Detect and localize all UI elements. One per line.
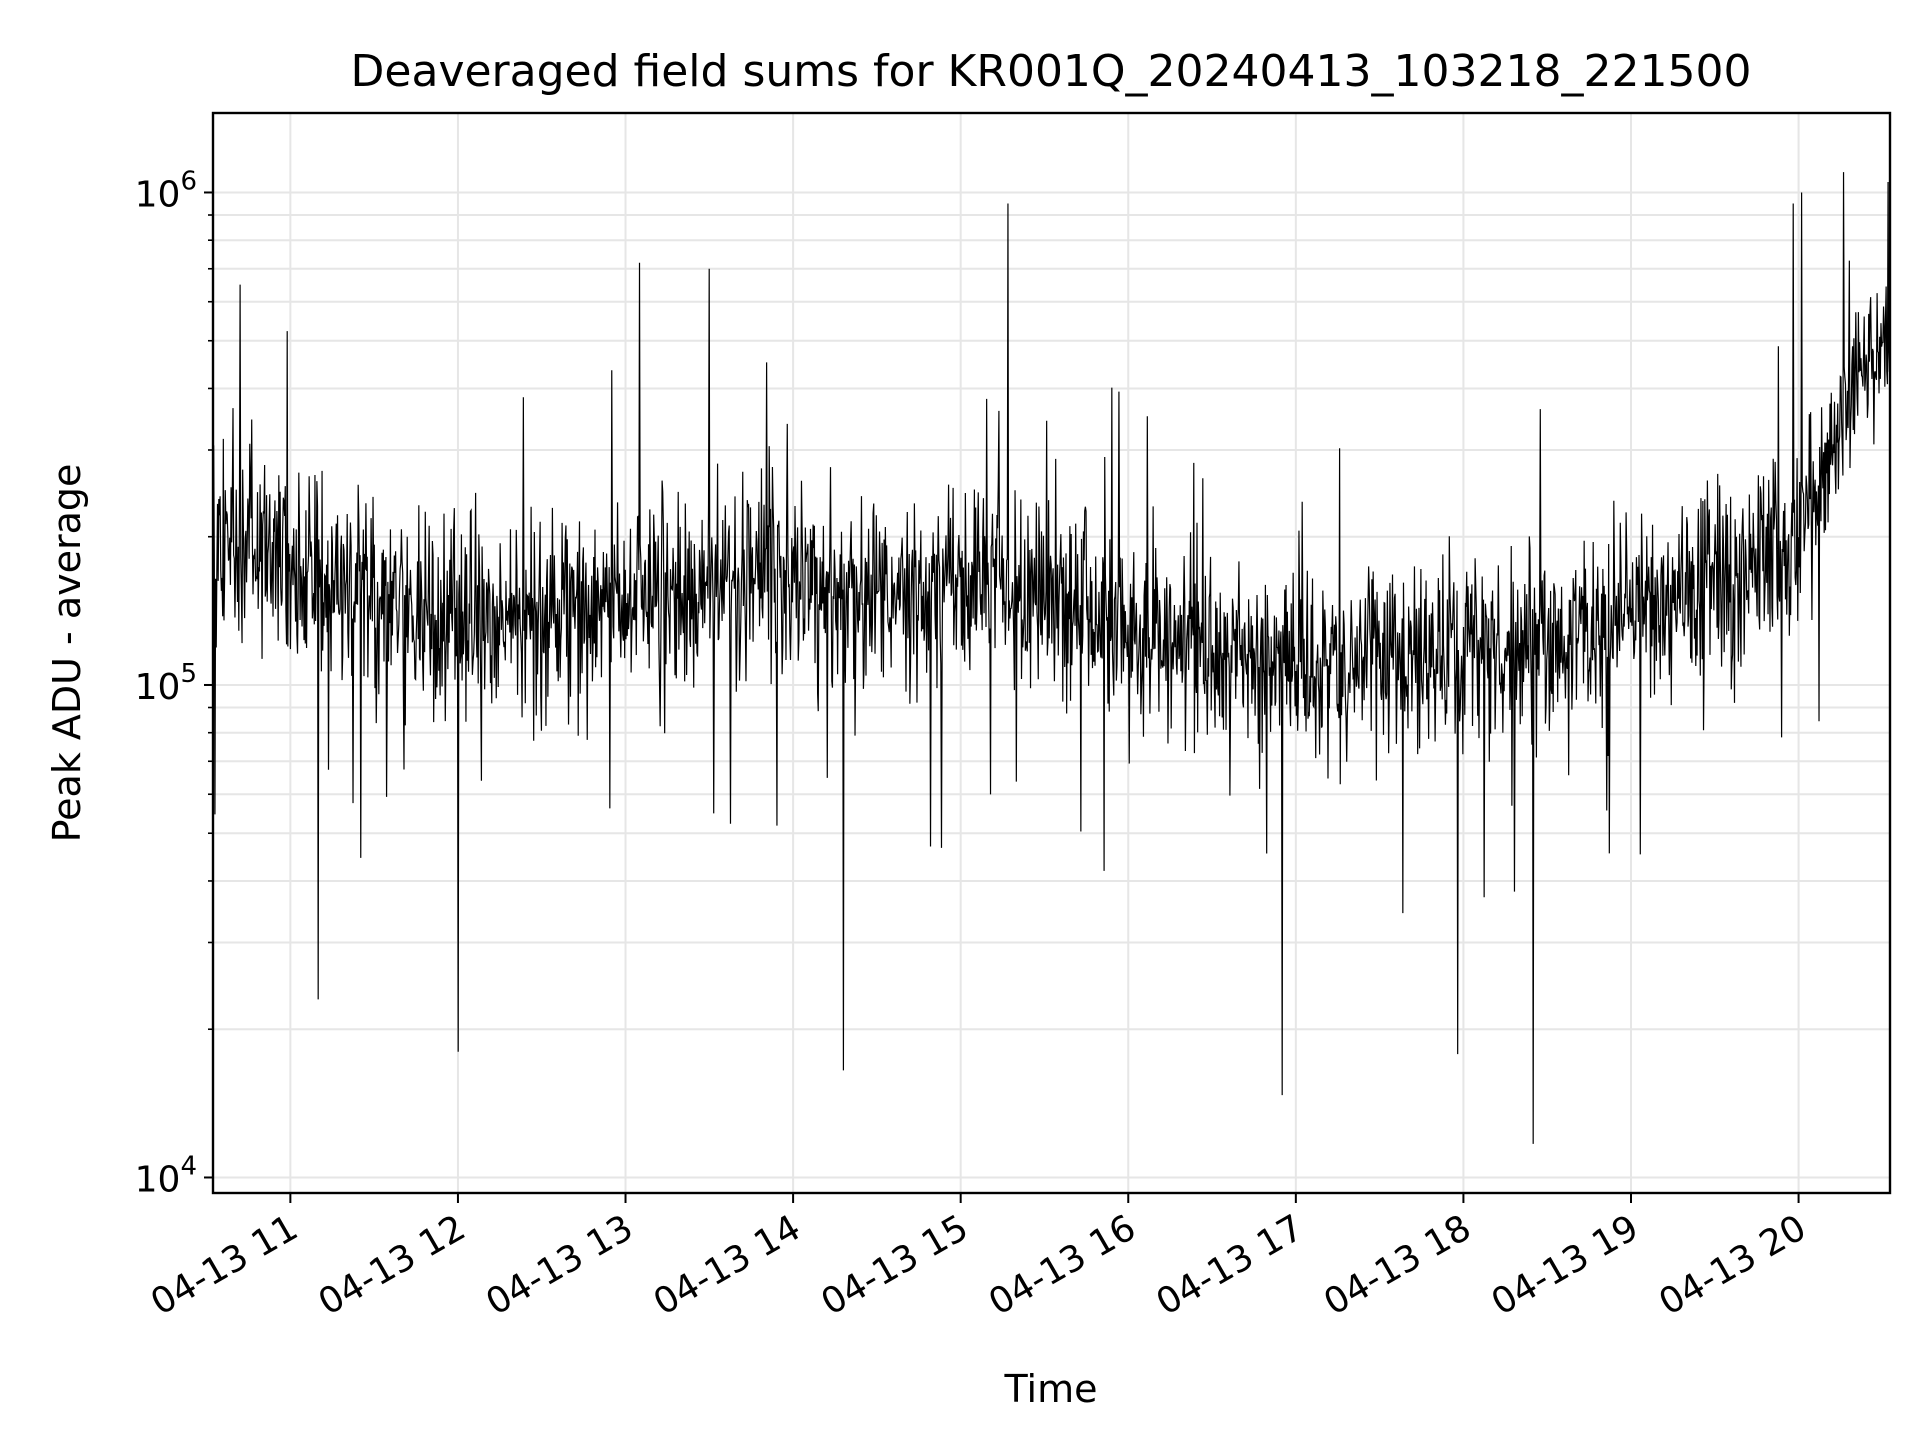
y-axis-label: Peak ADU - average xyxy=(45,464,89,843)
plot-frame xyxy=(211,111,1892,1195)
series-line xyxy=(212,172,1891,1144)
series-layer xyxy=(212,172,1891,1144)
x-axis-label: Time xyxy=(1004,1367,1098,1411)
y-tick-label: 104 xyxy=(135,1151,197,1200)
grid xyxy=(213,113,1890,1193)
y-tick-label: 105 xyxy=(135,659,197,708)
plot-background xyxy=(213,113,1890,1193)
chart-title: Deaveraged field sums for KR001Q_2024041… xyxy=(351,46,1752,97)
y-tick-label: 106 xyxy=(135,166,197,215)
y-axis: 104 105 106 xyxy=(135,166,213,1200)
